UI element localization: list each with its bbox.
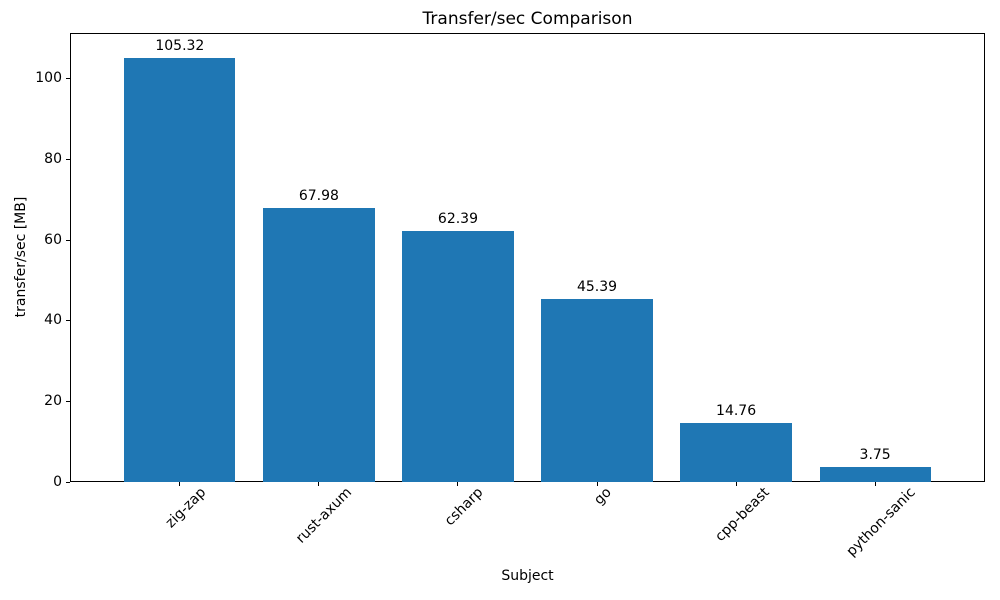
bar-csharp: [402, 230, 514, 482]
y-tick-mark: [66, 481, 70, 483]
x-tick-label: rust-axum: [293, 483, 356, 547]
x-tick-mark: [179, 482, 181, 486]
bar-value-label: 67.98: [298, 188, 339, 204]
y-axis-label: transfer/sec [MB]: [13, 196, 29, 318]
x-tick-mark: [596, 482, 598, 486]
x-tick-mark: [318, 482, 320, 486]
bar-value-label: 14.76: [716, 402, 757, 419]
y-tick-mark: [66, 159, 70, 161]
y-tick-label: 80: [44, 151, 62, 168]
x-tick-label: cpp-beast: [711, 483, 773, 545]
bar-value-label: 45.39: [576, 279, 618, 296]
y-tick-mark: [66, 400, 70, 402]
x-tick-mark: [874, 482, 876, 486]
y-tick-mark: [66, 239, 70, 241]
y-tick-label: 60: [44, 231, 62, 248]
y-tick-mark: [66, 320, 70, 322]
y-tick-label: 0: [53, 473, 62, 490]
bar-cpp-beast: [680, 422, 792, 482]
bar-go: [541, 299, 653, 482]
y-tick-mark: [66, 78, 70, 80]
x-tick-label: zig-zap: [162, 483, 209, 531]
bar-value-label: 3.75: [859, 446, 891, 463]
x-tick-label: go: [591, 483, 615, 508]
y-tick-label: 40: [44, 312, 62, 329]
y-tick-label: 20: [44, 392, 62, 409]
bar-value-label: 105.32: [155, 37, 205, 54]
bar-python-sanic: [819, 466, 931, 482]
x-tick-label: csharp: [441, 483, 487, 529]
y-tick-label: 100: [35, 70, 62, 87]
bar-value-label: 62.39: [437, 210, 479, 227]
x-tick-label: python-sanic: [843, 483, 919, 560]
bar-zig-zap: [124, 57, 236, 482]
x-tick-mark: [457, 482, 459, 486]
x-tick-mark: [735, 482, 737, 486]
chart-title: Transfer/sec Comparison: [422, 9, 633, 29]
x-axis-label: Subject: [501, 568, 554, 584]
bar-rust-axum: [263, 208, 375, 482]
